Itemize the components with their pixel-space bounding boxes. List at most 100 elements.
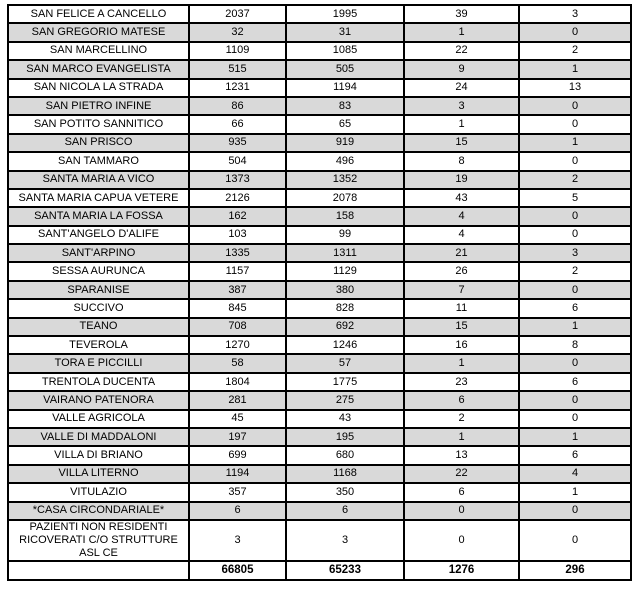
value-cell: 0 [518, 353, 632, 374]
value-cell: 43 [403, 187, 520, 209]
table-row: SAN MARCELLINO 1109 1085 22 2 [7, 40, 632, 62]
municipality-name-cell: SANTA MARIA CAPUA VETERE [7, 187, 190, 209]
value-cell: 1995 [285, 3, 405, 25]
value-cell: 0 [518, 224, 632, 246]
value-cell: 0 [518, 151, 632, 172]
municipality-name-cell: SAN GREGORIO MATESE [7, 22, 190, 43]
municipality-name-cell: TEVEROLA [7, 335, 190, 356]
value-cell: 3 [518, 3, 632, 25]
municipality-name-cell: SAN TAMMARO [7, 151, 190, 172]
value-cell: 7 [403, 279, 520, 301]
value-cell: 1335 [188, 243, 287, 264]
value-cell: 158 [285, 206, 405, 227]
value-cell: 505 [285, 59, 405, 80]
totals-value-cell: 65233 [285, 559, 405, 581]
value-cell: 6 [518, 371, 632, 393]
value-cell: 6 [403, 482, 520, 503]
value-cell: 31 [285, 22, 405, 43]
table-row: TORA E PICCILLI 58 57 1 0 [7, 353, 632, 374]
municipality-name-cell: VALLE AGRICOLA [7, 408, 190, 430]
municipality-data-table: SAN FELICE A CANCELLO 2037 1995 39 3 SAN GREG… [7, 3, 632, 581]
value-cell: 935 [188, 132, 287, 154]
value-cell: 16 [403, 335, 520, 356]
value-cell: 22 [403, 463, 520, 485]
value-cell: 6 [285, 500, 405, 521]
value-cell: 66 [188, 114, 287, 135]
value-cell: 15 [403, 132, 520, 154]
value-cell: 4 [518, 463, 632, 485]
value-cell: 1 [403, 426, 520, 448]
table-row: SANTA MARIA CAPUA VETERE 2126 2078 43 5 [7, 187, 632, 209]
value-cell: 1 [518, 482, 632, 503]
table-row: SANTA MARIA A VICO 1373 1352 19 2 [7, 169, 632, 190]
table-row: SANTA MARIA LA FOSSA 162 158 4 0 [7, 206, 632, 227]
value-cell: 1194 [285, 77, 405, 98]
value-cell: 0 [403, 518, 520, 562]
value-cell: 845 [188, 298, 287, 319]
table-row: SAN PRISCO 935 919 15 1 [7, 132, 632, 154]
table-row: SAN NICOLA LA STRADA 1231 1194 24 13 [7, 77, 632, 98]
value-cell: 57 [285, 353, 405, 374]
value-cell: 2 [518, 40, 632, 62]
value-cell: 1157 [188, 261, 287, 282]
municipality-name-cell: SAN NICOLA LA STRADA [7, 77, 190, 98]
table-row: SAN POTITO SANNITICO 66 65 1 0 [7, 114, 632, 135]
municipality-name-cell: SANT'ARPINO [7, 243, 190, 264]
value-cell: 3 [188, 518, 287, 562]
table-row: VAIRANO PATENORA 281 275 6 0 [7, 390, 632, 411]
table-row: VALLE AGRICOLA 45 43 2 0 [7, 408, 632, 430]
value-cell: 1804 [188, 371, 287, 393]
value-cell: 1775 [285, 371, 405, 393]
value-cell: 708 [188, 316, 287, 338]
value-cell: 3 [285, 518, 405, 562]
value-cell: 0 [518, 390, 632, 411]
table-row: TEVEROLA 1270 1246 16 8 [7, 335, 632, 356]
value-cell: 1 [403, 353, 520, 374]
value-cell: 1 [403, 114, 520, 135]
value-cell: 197 [188, 426, 287, 448]
value-cell: 1194 [188, 463, 287, 485]
municipality-name-cell: SESSA AURUNCA [7, 261, 190, 282]
value-cell: 83 [285, 95, 405, 117]
value-cell: 680 [285, 445, 405, 466]
value-cell: 281 [188, 390, 287, 411]
value-cell: 1231 [188, 77, 287, 98]
value-cell: 1311 [285, 243, 405, 264]
table-row: SAN MARCO EVANGELISTA 515 505 9 1 [7, 59, 632, 80]
table-row: PAZIENTI NON RESIDENTI RICOVERATI C/O ST… [7, 518, 632, 562]
municipality-name-cell: SAN POTITO SANNITICO [7, 114, 190, 135]
municipality-name-cell: SAN FELICE A CANCELLO [7, 3, 190, 25]
value-cell: 21 [403, 243, 520, 264]
value-cell: 86 [188, 95, 287, 117]
table-row: SANT'ARPINO 1335 1311 21 3 [7, 243, 632, 264]
value-cell: 380 [285, 279, 405, 301]
municipality-name-cell: SANTA MARIA A VICO [7, 169, 190, 190]
value-cell: 58 [188, 353, 287, 374]
value-cell: 65 [285, 114, 405, 135]
municipality-name-cell: VILLA LITERNO [7, 463, 190, 485]
value-cell: 45 [188, 408, 287, 430]
table-row: VITULAZIO 357 350 6 1 [7, 482, 632, 503]
table-row: SANT'ANGELO D'ALIFE 103 99 4 0 [7, 224, 632, 246]
value-cell: 3 [518, 243, 632, 264]
table-row: *CASA CIRCONDARIALE* 6 6 0 0 [7, 500, 632, 521]
value-cell: 2 [518, 169, 632, 190]
table-row: SPARANISE 387 380 7 0 [7, 279, 632, 301]
value-cell: 9 [403, 59, 520, 80]
totals-label-cell [7, 559, 190, 581]
municipality-name-cell: VITULAZIO [7, 482, 190, 503]
value-cell: 357 [188, 482, 287, 503]
value-cell: 24 [403, 77, 520, 98]
value-cell: 2037 [188, 3, 287, 25]
value-cell: 39 [403, 3, 520, 25]
municipality-name-cell: VAIRANO PATENORA [7, 390, 190, 411]
table-row: VILLA LITERNO 1194 1168 22 4 [7, 463, 632, 485]
value-cell: 6 [518, 445, 632, 466]
table-row: SAN PIETRO INFINE 86 83 3 0 [7, 95, 632, 117]
value-cell: 496 [285, 151, 405, 172]
value-cell: 504 [188, 151, 287, 172]
value-cell: 919 [285, 132, 405, 154]
value-cell: 8 [518, 335, 632, 356]
table-row: TEANO 708 692 15 1 [7, 316, 632, 338]
